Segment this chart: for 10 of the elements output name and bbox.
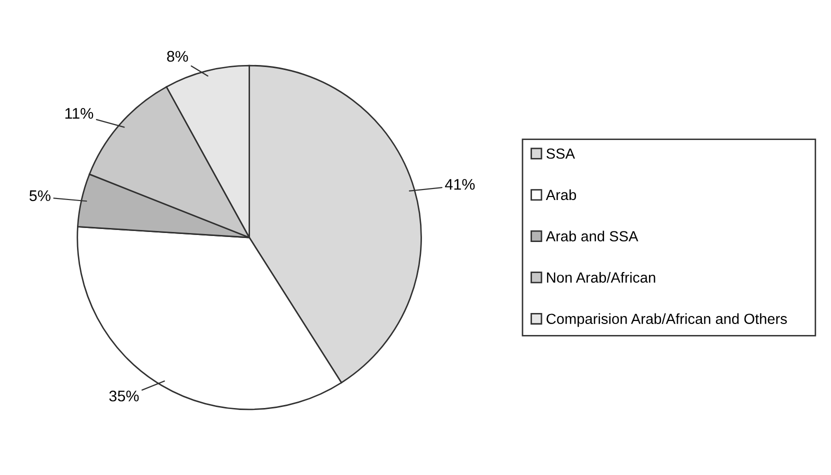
data-label: 8% xyxy=(167,50,188,62)
data-label: 11% xyxy=(65,108,94,119)
legend-label: SSA xyxy=(546,148,575,159)
data-label: 35% xyxy=(109,390,139,402)
legend-label: Arab and SSA xyxy=(546,230,638,242)
legend-label: Comparision Arab/African and Others xyxy=(546,313,787,327)
data-label: 5% xyxy=(30,190,50,202)
legend-label: Non Arab/African xyxy=(547,272,656,283)
data-label: 41% xyxy=(445,179,475,190)
legend-label: Arab xyxy=(546,189,576,200)
